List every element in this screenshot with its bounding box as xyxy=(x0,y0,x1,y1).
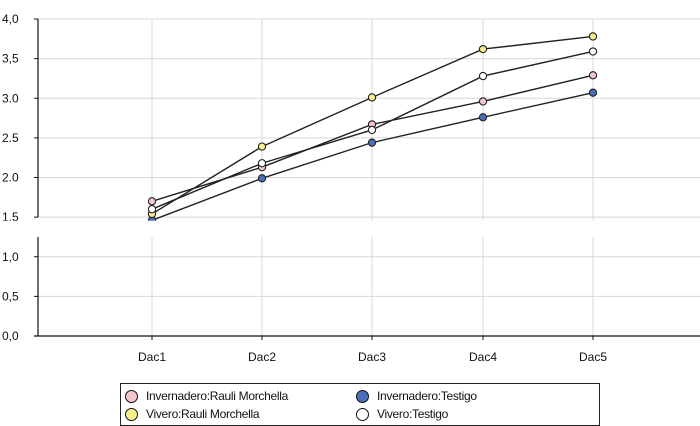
data-point xyxy=(367,138,377,147)
y-tick-label: 3.0 xyxy=(2,91,19,105)
data-point xyxy=(588,88,598,97)
data-point xyxy=(257,159,267,168)
x-tick-label: Dac1 xyxy=(138,350,166,364)
x-tick-label: Dac5 xyxy=(579,350,607,364)
legend-item-invernadero-testigo: Invernadero:Testigo xyxy=(356,389,477,403)
legend-item-vivero-rauli-morchella: Vivero:Rauli Morchella xyxy=(125,407,260,421)
legend-label: Invernadero:Testigo xyxy=(377,389,477,403)
legend-swatch-vivero-testigo xyxy=(356,407,369,421)
y-tick-label: 2.0 xyxy=(2,171,19,185)
data-point xyxy=(257,174,267,183)
y-tick-label: 1,0 xyxy=(2,250,19,264)
data-point xyxy=(478,97,488,106)
y-tick-label: 0,5 xyxy=(2,289,19,303)
legend-item-invernadero-rauli-morchella: Invernadero:Rauli Morchella xyxy=(125,389,288,403)
data-point xyxy=(588,47,598,56)
x-tick-label: Dac2 xyxy=(248,350,276,364)
y-tick-label: 3,5 xyxy=(2,52,19,66)
legend-item-vivero-testigo: Vivero:Testigo xyxy=(356,407,448,421)
chart-plot-svg: 0,0 0,5 1,0 1.5 2.0 2.5 3.0 3,5 4,0 Dac1 Dac2 Dac3 D… xyxy=(0,12,700,364)
y-tick-label: 0,0 xyxy=(2,329,19,343)
data-point xyxy=(147,205,157,214)
legend-label: Vivero:Testigo xyxy=(377,407,448,421)
data-point xyxy=(588,32,598,41)
x-tick-label: Dac4 xyxy=(469,350,497,364)
data-point xyxy=(367,125,377,135)
y-tick-label: 2.5 xyxy=(2,131,19,145)
data-point xyxy=(478,44,488,54)
data-point xyxy=(257,142,267,151)
legend-label: Vivero:Rauli Morchella xyxy=(146,407,260,421)
axis-break-band xyxy=(0,220,700,237)
legend-swatch-invernadero-testigo xyxy=(356,389,369,403)
legend-swatch-invernadero-rauli-morchella xyxy=(125,389,138,403)
chart-legend: Invernadero:Rauli Morchella Invernadero:… xyxy=(120,383,600,426)
legend-swatch-vivero-rauli-morchella xyxy=(125,407,138,421)
data-point xyxy=(478,113,488,122)
legend-label: Invernadero:Rauli Morchella xyxy=(146,389,288,403)
x-tick-label: Dac3 xyxy=(358,350,386,364)
y-tick-label: 1.5 xyxy=(2,210,19,224)
data-point xyxy=(147,197,157,206)
data-point xyxy=(367,93,377,102)
y-tick-label: 4,0 xyxy=(2,12,19,26)
data-point xyxy=(478,71,488,81)
data-point xyxy=(588,71,598,80)
